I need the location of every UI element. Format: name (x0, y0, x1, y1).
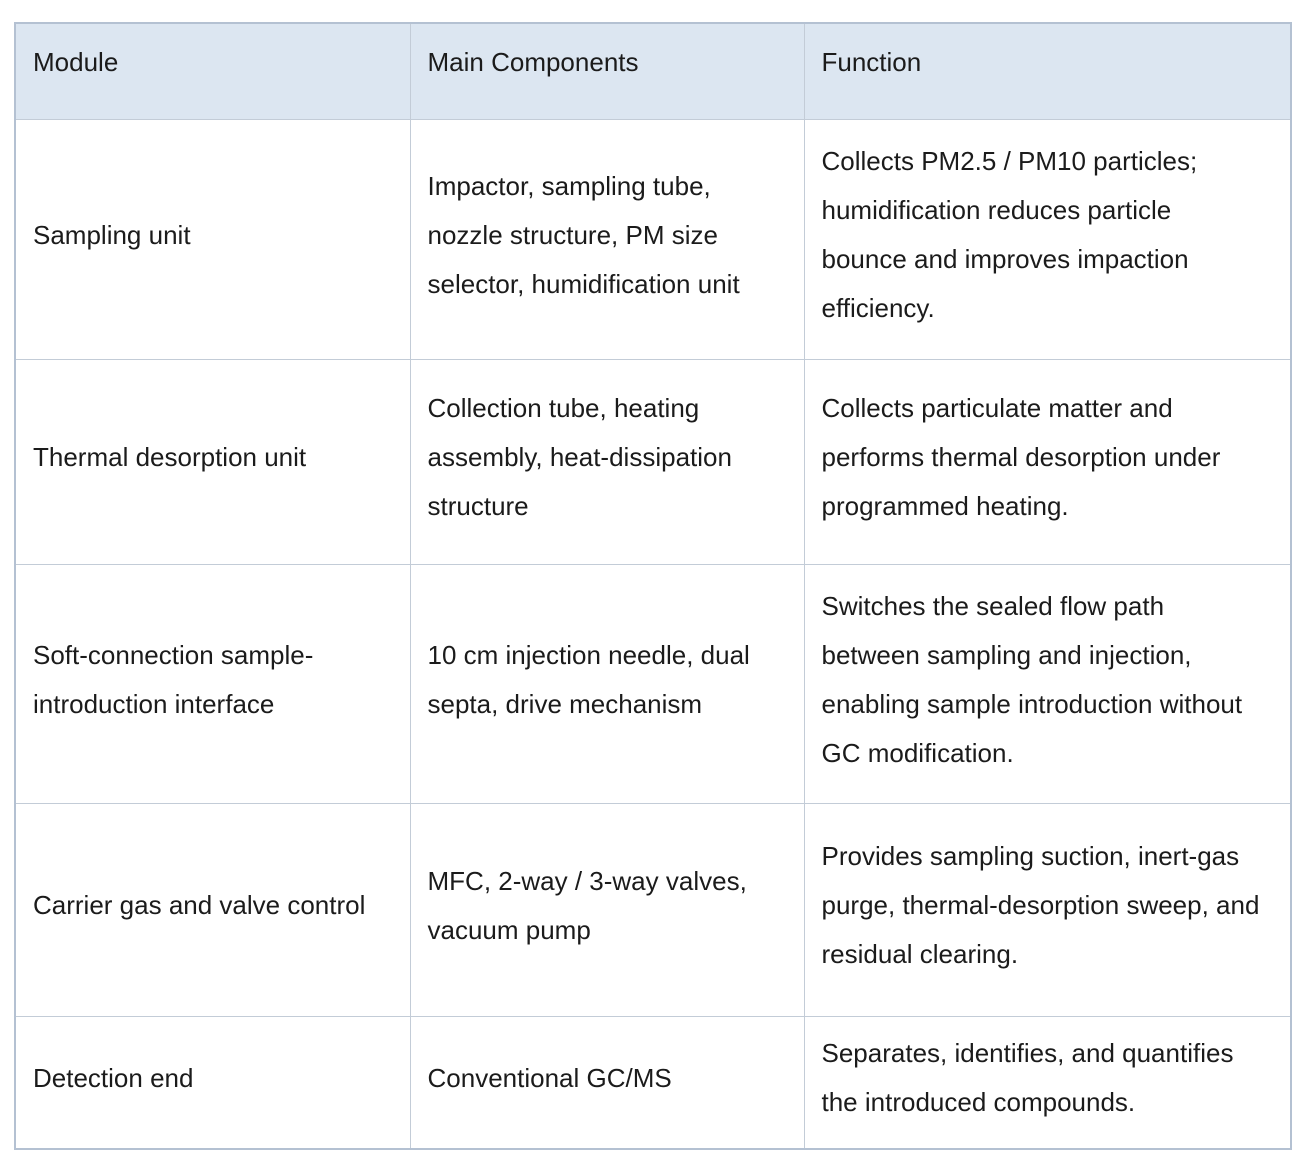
cell-function: Switches the sealed flow path between sa… (803, 563, 1292, 804)
table-row-sampling-unit: Sampling unit Impactor, sampling tube, n… (14, 118, 1292, 360)
cell-function: Provides sampling suction, inert-gas pur… (803, 802, 1292, 1017)
cell-function: Separates, identifies, and quantifies th… (803, 1015, 1292, 1150)
cell-components: MFC, 2-way / 3-way valves, vacuum pump (409, 802, 805, 1017)
column-header-module: Module (14, 22, 411, 120)
cell-module: Thermal desorption unit (14, 358, 411, 565)
table-row-thermal-desorption-unit: Thermal desorption unit Collection tube,… (14, 358, 1292, 565)
cell-module: Sampling unit (14, 118, 411, 360)
cell-components: 10 cm injection needle, dual septa, driv… (409, 563, 805, 804)
cell-function: Collects particulate matter and performs… (803, 358, 1292, 565)
cell-module: Soft-connection sample- introduction int… (14, 563, 411, 804)
table-row-soft-connection-interface: Soft-connection sample- introduction int… (14, 563, 1292, 804)
header-row: Module Main Components Function (14, 22, 1292, 120)
cell-components: Collection tube, heating assembly, heat-… (409, 358, 805, 565)
cell-module: Carrier gas and valve control (14, 802, 411, 1017)
table-row-detection-end: Detection end Conventional GC/MS Separat… (14, 1015, 1292, 1150)
column-header-function: Function (803, 22, 1292, 120)
column-header-main-components: Main Components (409, 22, 805, 120)
cell-function: Collects PM2.5 / PM10 particles; humidif… (803, 118, 1292, 360)
table-row-carrier-gas-valve-control: Carrier gas and valve control MFC, 2-way… (14, 802, 1292, 1017)
module-spec-table: Module Main Components Function Sampling… (14, 22, 1292, 1150)
cell-components: Conventional GC/MS (409, 1015, 805, 1150)
cell-components: Impactor, sampling tube, nozzle structur… (409, 118, 805, 360)
cell-module: Detection end (14, 1015, 411, 1150)
